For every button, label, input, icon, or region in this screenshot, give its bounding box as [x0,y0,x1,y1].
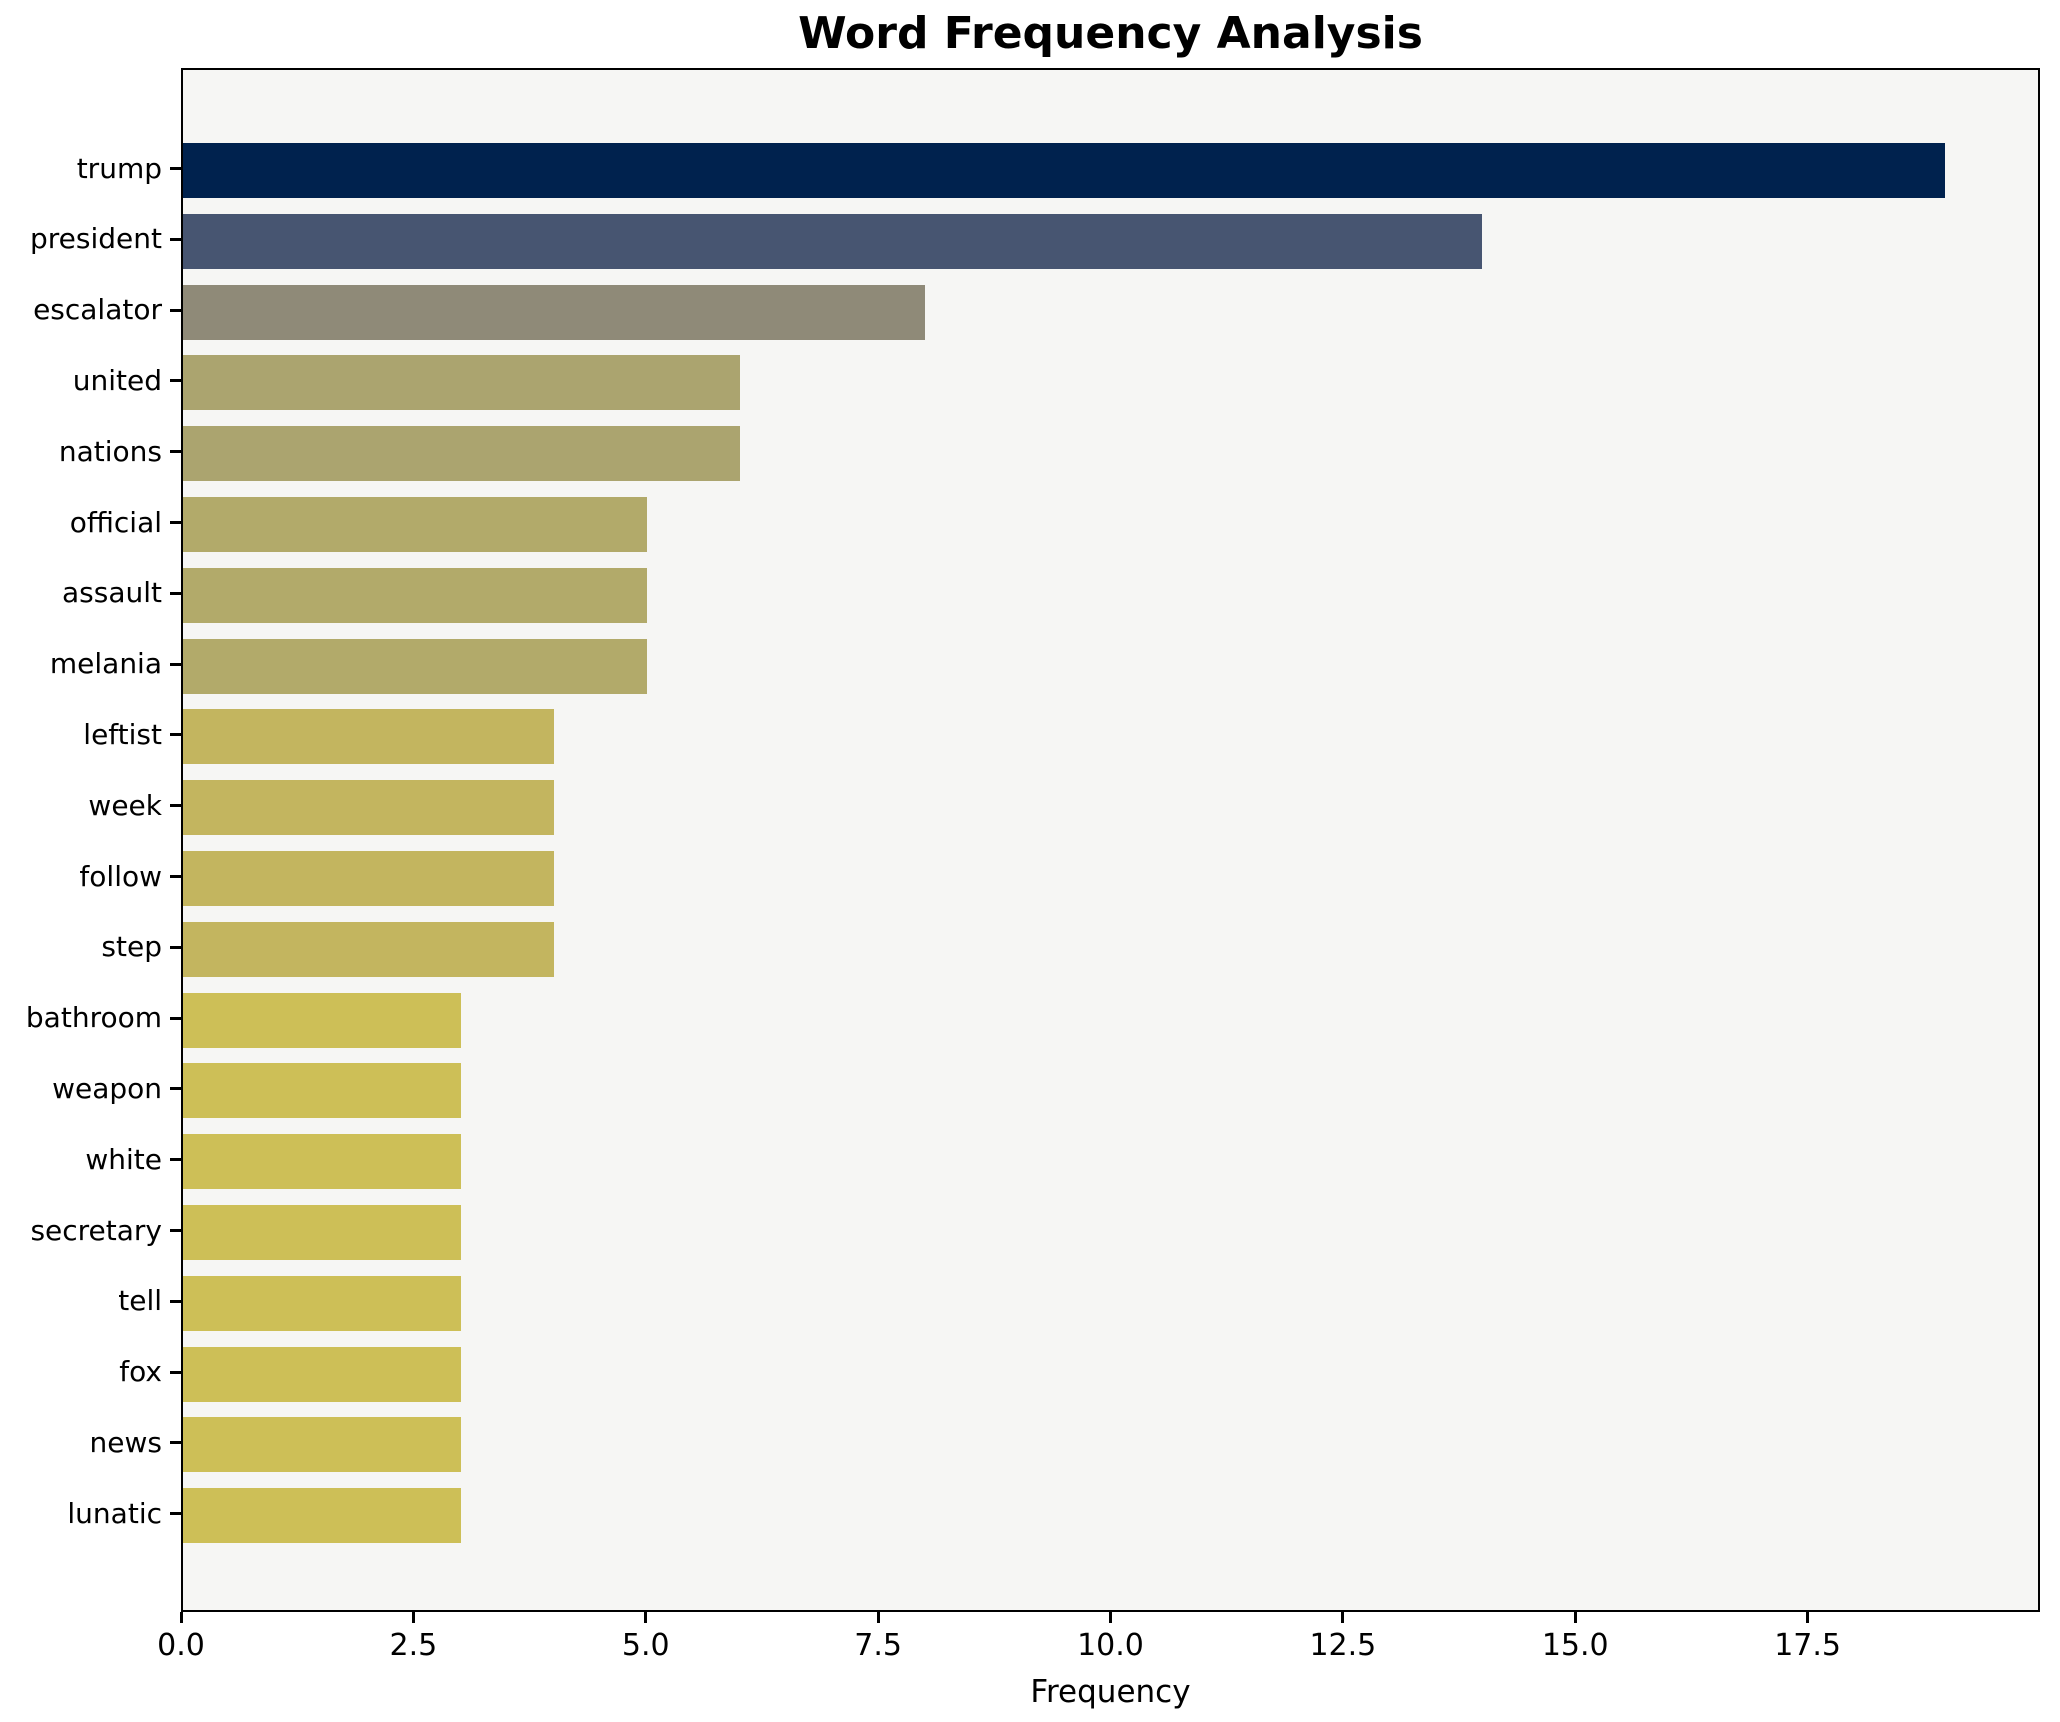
y-tick-mark [170,591,181,595]
y-tick-mark [170,521,181,524]
y-tick-label-secretary: secretary [30,1213,162,1247]
y-tick-label-follow: follow [79,859,162,893]
bar-lunatic [183,1488,462,1544]
bar-tell [183,1275,462,1331]
x-tick-mark [1806,1612,1810,1623]
bar-follow [183,851,554,906]
bar-secretary [183,1205,462,1260]
y-tick-mark [170,1087,181,1091]
y-tick-label-leftist: leftist [83,717,162,751]
y-tick-mark [170,379,181,383]
plot-area [181,68,2040,1612]
x-tick-label-5.0: 5.0 [621,1628,670,1663]
y-tick-mark [170,733,181,737]
y-tick-label-president: president [30,222,162,256]
chart-title: Word Frequency Analysis [798,8,1423,59]
bar-news [183,1417,462,1473]
y-tick-mark [170,945,181,949]
x-tick-mark [1341,1612,1345,1623]
bar-weapon [183,1063,462,1119]
y-tick-label-assault: assault [62,576,162,610]
y-tick-label-trump: trump [76,151,162,185]
y-tick-mark [170,1512,181,1516]
bar-assault [183,567,647,623]
x-tick-label-7.5: 7.5 [854,1628,902,1663]
x-tick-label-17.5: 17.5 [1774,1628,1842,1663]
bar-escalator [183,284,925,340]
y-tick-mark [170,1370,181,1374]
bar-nations [183,426,740,482]
x-tick-label-0.0: 0.0 [157,1628,205,1663]
y-tick-mark [170,450,181,454]
y-tick-label-news: news [89,1425,162,1459]
x-tick-mark [644,1612,648,1623]
bar-melania [183,638,647,694]
y-tick-label-lunatic: lunatic [67,1496,162,1530]
y-tick-mark [170,1229,181,1232]
y-tick-label-week: week [88,788,162,822]
x-tick-mark [1109,1612,1112,1623]
bar-president [183,213,1482,269]
y-tick-label-fox: fox [119,1355,162,1389]
y-tick-label-tell: tell [118,1284,162,1318]
y-tick-label-nations: nations [58,434,162,468]
y-tick-label-white: white [85,1142,162,1176]
y-tick-mark [170,804,181,808]
y-tick-label-united: united [72,363,162,397]
bar-official [183,497,647,552]
y-tick-mark [170,1299,181,1303]
y-tick-label-official: official [69,505,162,539]
x-axis-label: Frequency [1030,1674,1191,1710]
x-tick-label-2.5: 2.5 [389,1628,438,1663]
y-tick-mark [170,662,181,666]
bar-week [183,780,554,836]
x-tick-mark [876,1612,880,1623]
y-tick-mark [170,237,181,241]
y-tick-mark [170,875,181,878]
y-tick-mark [170,167,181,170]
x-tick-mark [179,1612,183,1623]
bar-bathroom [183,992,462,1048]
bar-step [183,921,554,977]
bar-united [183,355,740,411]
y-tick-label-step: step [101,930,162,964]
x-tick-label-12.5: 12.5 [1309,1628,1377,1663]
x-tick-label-10.0: 10.0 [1077,1628,1144,1663]
bar-fox [183,1346,462,1402]
bar-white [183,1134,462,1190]
y-tick-label-melania: melania [49,647,162,681]
y-tick-label-bathroom: bathroom [25,1001,162,1035]
x-tick-mark [411,1612,415,1623]
x-tick-label-15.0: 15.0 [1541,1628,1609,1663]
y-tick-label-escalator: escalator [33,293,162,327]
x-tick-mark [1573,1612,1577,1623]
y-tick-mark [170,1441,181,1445]
y-tick-mark [170,1158,181,1162]
y-tick-mark [170,308,181,312]
bar-leftist [183,709,554,765]
bar-trump [183,143,1946,198]
y-tick-label-weapon: weapon [52,1071,162,1105]
y-tick-mark [170,1016,181,1020]
